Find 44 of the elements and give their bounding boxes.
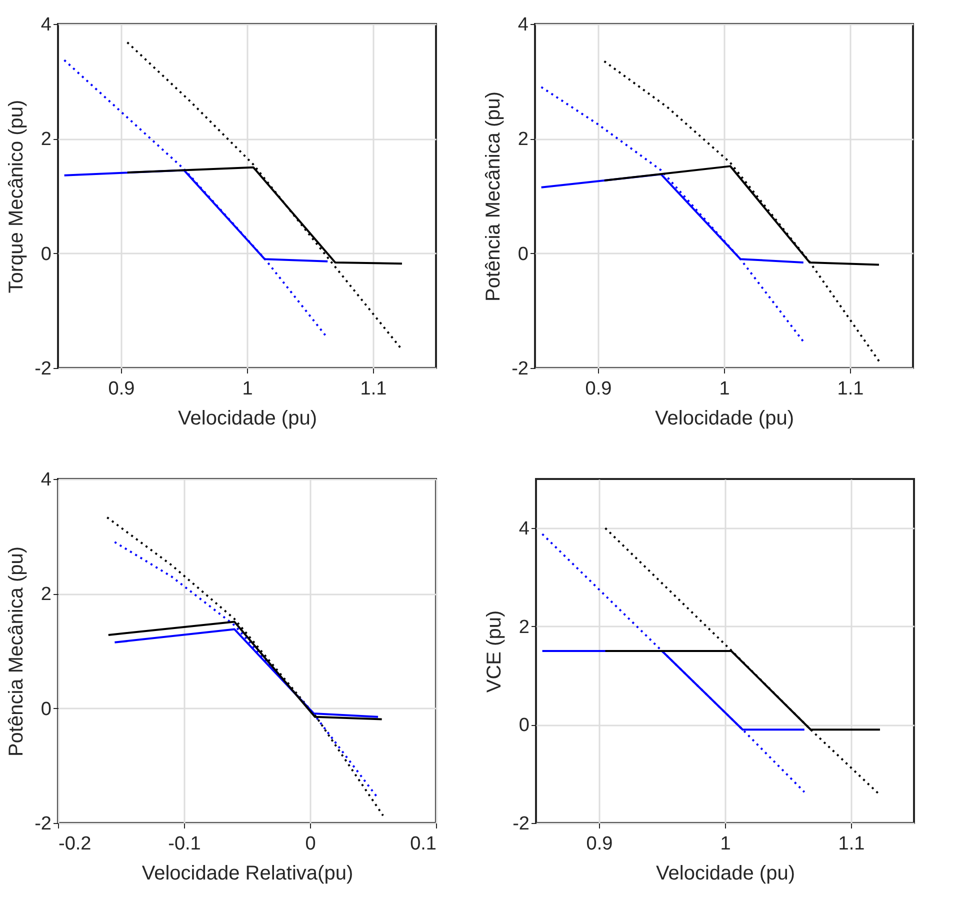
line-series bbox=[603, 60, 880, 362]
y-axis-title: VCE (pu) bbox=[484, 610, 506, 693]
x-tick-label: 0.1 bbox=[410, 834, 436, 854]
y-tick-label: -2 bbox=[34, 814, 52, 834]
y-tick-label: 2 bbox=[518, 616, 530, 638]
x-tick-label: 1.1 bbox=[360, 378, 387, 400]
y-tick-label: 2 bbox=[518, 129, 528, 150]
x-tick-label: -0.2 bbox=[58, 834, 92, 854]
x-axis-title: Velocidade (pu) bbox=[178, 408, 317, 430]
line-series bbox=[604, 527, 881, 796]
x-tick-label: 1.1 bbox=[837, 378, 864, 400]
y-tick-label: 0 bbox=[518, 715, 530, 736]
x-axis-title: Velocidade (pu) bbox=[656, 862, 795, 884]
line-series bbox=[541, 533, 806, 794]
y-tick-label: -2 bbox=[34, 358, 52, 380]
y-tick-label: 0 bbox=[40, 244, 52, 265]
x-tick-label: -0.1 bbox=[168, 834, 201, 854]
y-axis-title: Potência Mecânica (pu) bbox=[482, 91, 505, 302]
x-tick-label: 1.1 bbox=[838, 834, 865, 854]
x-axis-title: Velocidade Relativa(pu) bbox=[142, 862, 354, 884]
line-series bbox=[114, 541, 378, 798]
y-tick-label: 0 bbox=[40, 698, 52, 720]
y-tick-label: -2 bbox=[512, 814, 530, 834]
x-tick-label: 0.9 bbox=[586, 834, 613, 854]
x-tick-label: 0.9 bbox=[108, 378, 135, 400]
x-tick-label: 0.9 bbox=[585, 378, 612, 400]
y-tick-label: -2 bbox=[512, 358, 528, 380]
line-series bbox=[126, 41, 403, 351]
y-tick-label: 4 bbox=[518, 14, 529, 36]
x-axis-title: Velocidade (pu) bbox=[655, 408, 794, 430]
x-tick-label: 0 bbox=[305, 834, 316, 854]
y-tick-label: 4 bbox=[40, 14, 52, 36]
y-tick-label: 0 bbox=[518, 244, 528, 265]
x-tick-label: 1 bbox=[242, 378, 253, 400]
x-tick-label: 1 bbox=[720, 834, 731, 854]
x-tick-label: 1 bbox=[719, 378, 730, 400]
y-tick-label: 4 bbox=[518, 518, 530, 540]
y-axis-title: Torque Mecânico (pu) bbox=[6, 100, 28, 294]
y-axis-title: Potência Mecânica (pu) bbox=[6, 546, 28, 757]
y-tick-label: 2 bbox=[40, 584, 52, 606]
line-series bbox=[540, 86, 804, 343]
y-tick-label: 2 bbox=[40, 129, 52, 150]
y-tick-label: 4 bbox=[40, 470, 52, 490]
line-series bbox=[106, 516, 384, 817]
